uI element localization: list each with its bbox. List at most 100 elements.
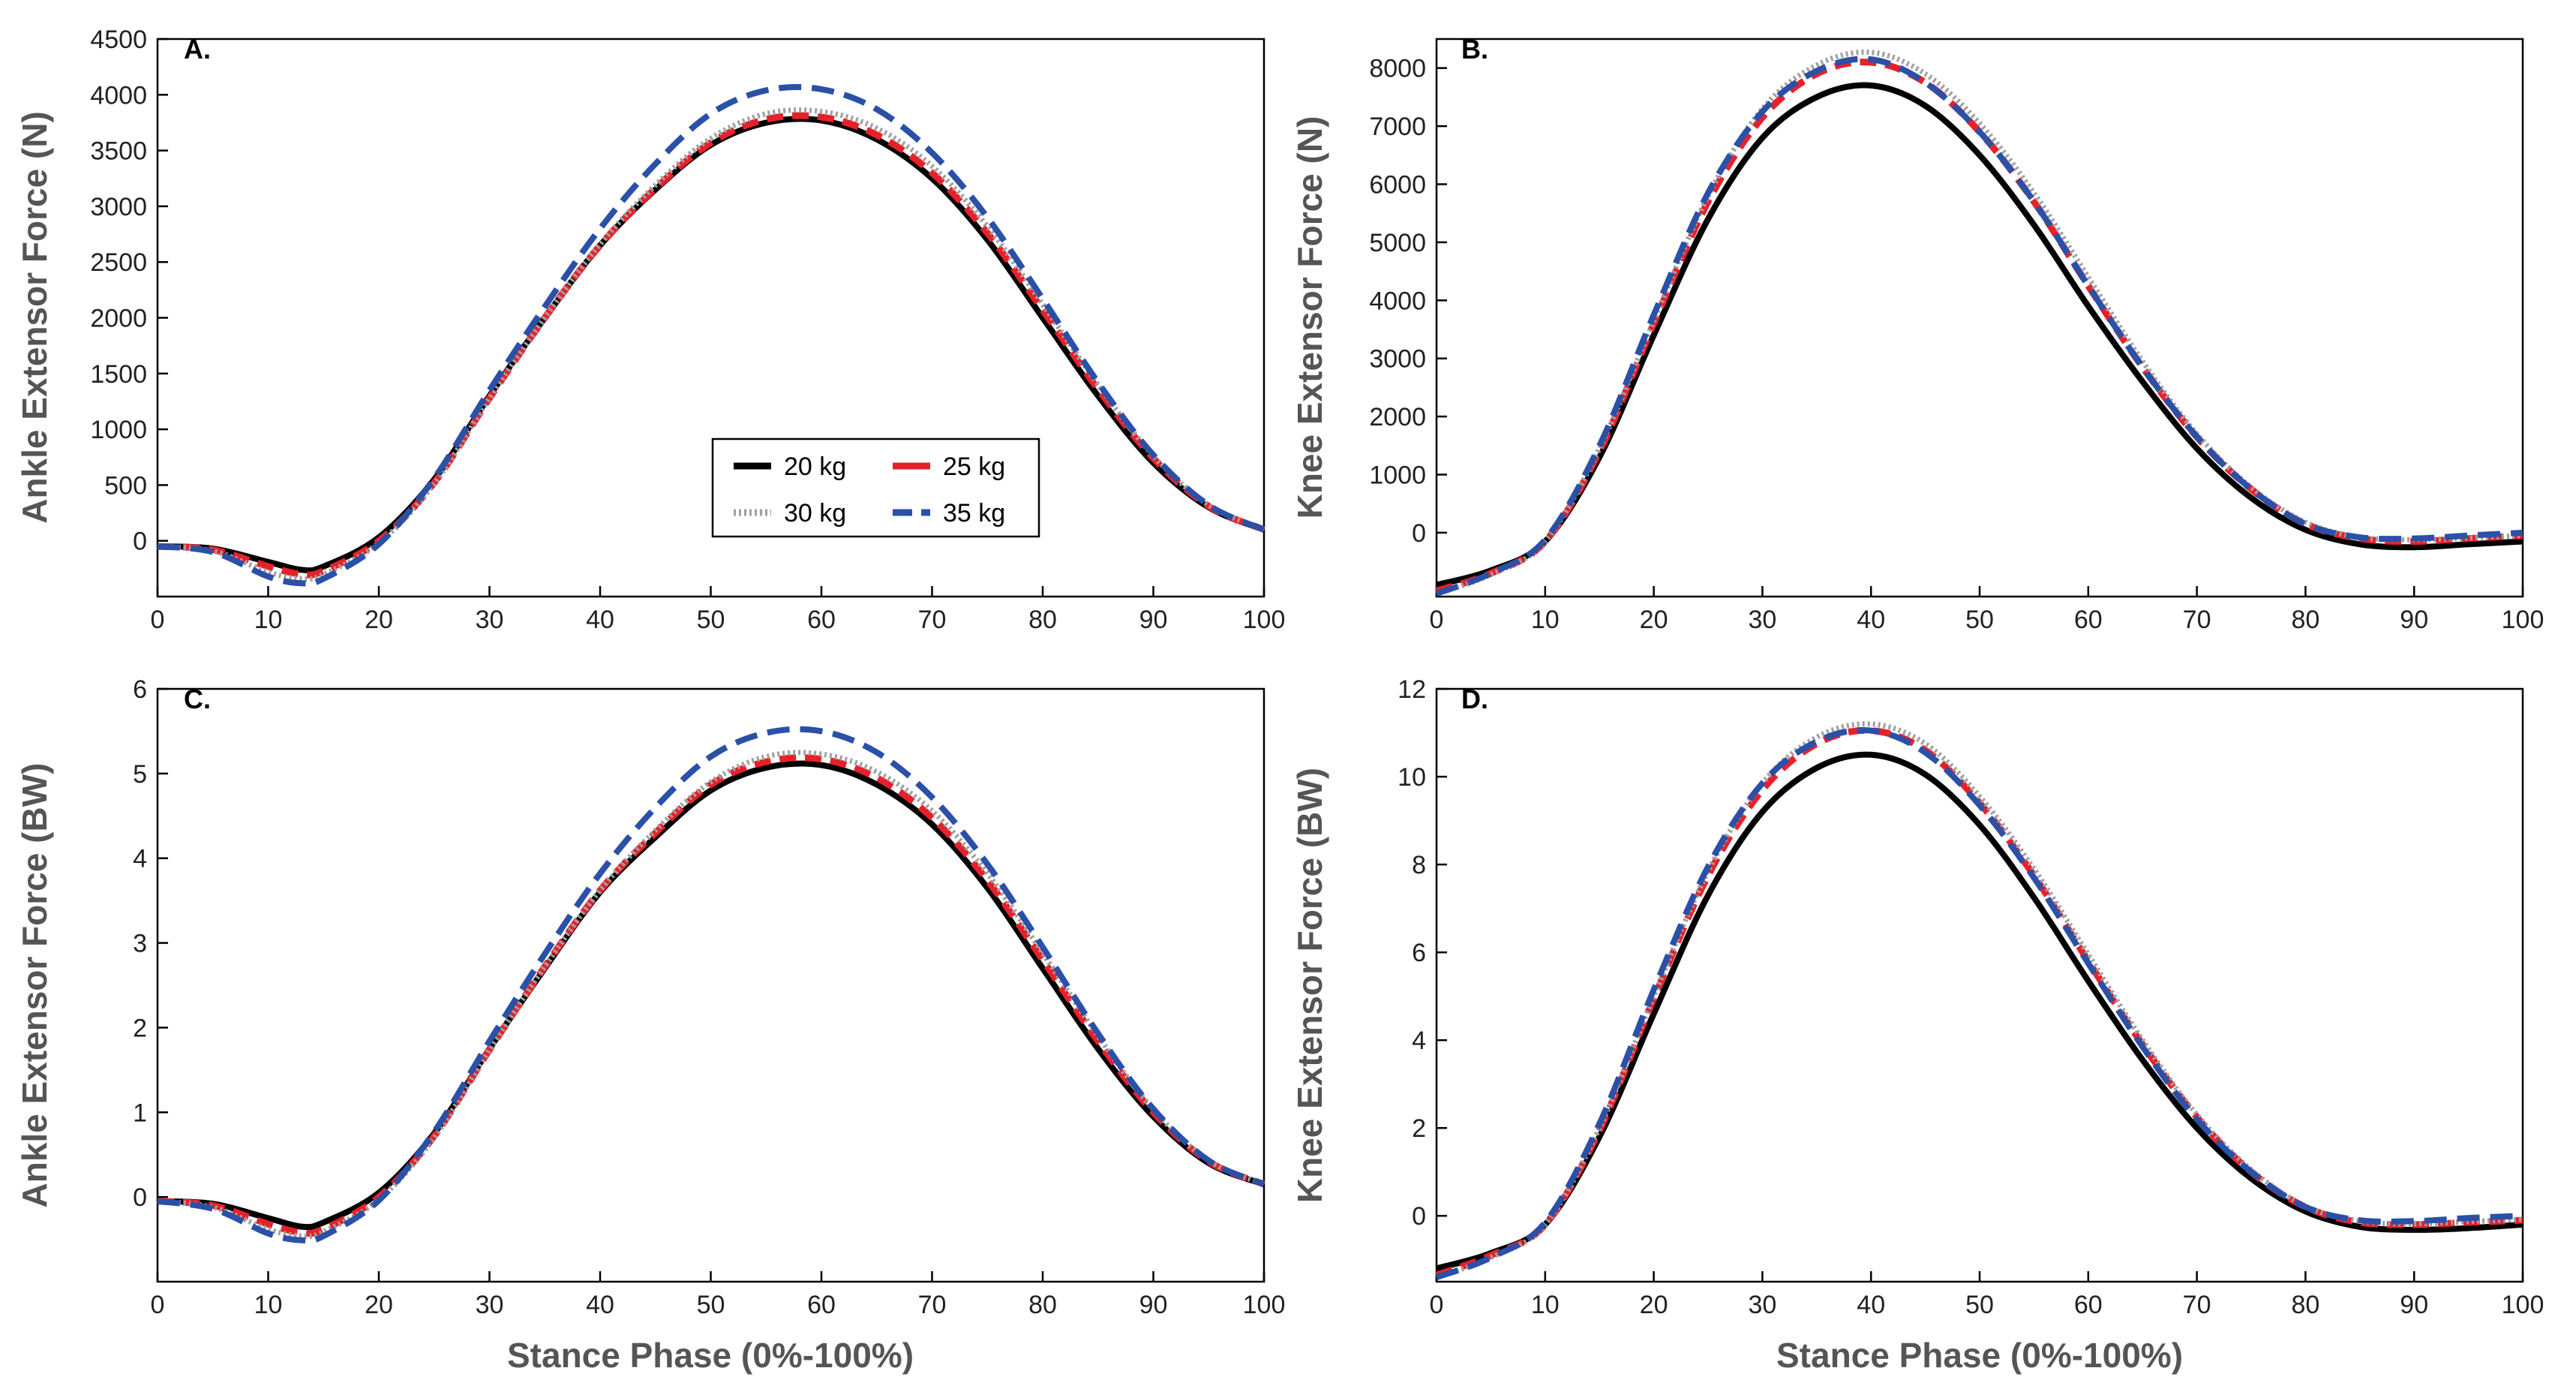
- series-line-30kg: [157, 750, 1265, 1240]
- y-tick-label: 8: [1412, 851, 1426, 879]
- y-tick-label: 3: [133, 930, 147, 958]
- x-tick-label: 80: [1028, 1291, 1057, 1319]
- y-tick-label: 1: [133, 1099, 147, 1127]
- x-tick-label: 80: [1028, 606, 1057, 634]
- x-tick-label: 100: [1243, 606, 1286, 634]
- x-tick-label: 0: [151, 606, 165, 634]
- legend-label-35kg: 35 kg: [943, 499, 1005, 528]
- y-tick-label: 10: [1398, 763, 1426, 792]
- y-tick-label: 2: [133, 1014, 147, 1042]
- x-tick-label: 50: [697, 1291, 725, 1319]
- x-ticks-a: 0 10 20 30 40 50 60 70 80 90 100: [151, 586, 1286, 634]
- y-ticks-a: 0 500 1000 1500 2000 2500 3000 3500 4000 4500: [90, 26, 168, 556]
- x-tick-label: 20: [1640, 1291, 1668, 1319]
- x-tick-label: 20: [365, 606, 393, 634]
- x-tick-label: 70: [2183, 1291, 2211, 1319]
- y-tick-label: 4000: [1369, 287, 1426, 315]
- y-tick-label: 7000: [1369, 113, 1426, 141]
- x-tick-label: 100: [2502, 606, 2544, 634]
- y-axis-label-a: Ankle Extensor Force (N): [15, 111, 54, 524]
- panel-a: A. Ankle Extensor Force (N) 0 10 20 30 40 50 6…: [15, 26, 1285, 634]
- x-ticks-d: 0 10 20 30 40 50 60 70 80 90 100: [1430, 1271, 2544, 1319]
- y-tick-label: 6000: [1369, 170, 1426, 199]
- x-tick-label: 10: [1531, 1291, 1560, 1319]
- legend-box: [711, 437, 1040, 538]
- x-tick-label: 70: [2183, 606, 2211, 634]
- x-axis-label-c: Stance Phase (0%-100%): [507, 1336, 914, 1375]
- y-tick-label: 500: [104, 471, 147, 500]
- x-tick-label: 90: [1139, 1291, 1168, 1319]
- legend-label-20kg: 20 kg: [784, 452, 846, 481]
- y-tick-label: 8000: [1369, 55, 1426, 83]
- x-tick-label: 90: [2400, 606, 2428, 634]
- x-tick-label: 10: [1531, 606, 1560, 634]
- y-tick-label: 4000: [90, 81, 147, 110]
- legend-label-30kg: 30 kg: [784, 499, 846, 528]
- x-tick-label: 30: [476, 606, 504, 634]
- y-axis-label-d: Knee Extensor Force (BW): [1290, 768, 1329, 1203]
- panel-label-c: C.: [184, 684, 211, 714]
- panel-d: D. Knee Extensor Force (BW) Stance Phase…: [1290, 675, 2544, 1375]
- series-lines-b: [1435, 49, 2523, 597]
- panel-c: C. Ankle Extensor Force (BW) Stance Phas…: [15, 675, 1285, 1375]
- series-line-35kg: [1435, 727, 2523, 1280]
- x-tick-label: 40: [586, 1291, 614, 1319]
- y-axis-label-c: Ankle Extensor Force (BW): [15, 763, 54, 1208]
- y-tick-label: 2000: [90, 305, 147, 333]
- y-tick-label: 12: [1398, 675, 1426, 704]
- x-tick-label: 90: [2400, 1291, 2428, 1319]
- x-tick-label: 70: [918, 1291, 947, 1319]
- y-ticks-c: 0 1 2 3 4 5 6: [133, 675, 168, 1212]
- y-tick-label: 2: [1412, 1114, 1426, 1143]
- x-tick-label: 90: [1139, 606, 1168, 634]
- y-tick-label: 4500: [90, 26, 147, 54]
- x-ticks-b: 0 10 20 30 40 50 60 70 80 90 100: [1430, 586, 2544, 634]
- y-tick-label: 4: [133, 845, 147, 873]
- x-tick-label: 0: [1430, 606, 1444, 634]
- x-axis-label-d: Stance Phase (0%-100%): [1776, 1336, 2183, 1375]
- y-ticks-b: 0 1000 2000 3000 4000 5000 6000 7000 8000: [1369, 55, 1447, 548]
- y-axis-label-b: Knee Extensor Force (N): [1290, 116, 1329, 519]
- series-line-35kg: [1435, 56, 2523, 597]
- x-tick-label: 50: [1965, 606, 1994, 634]
- y-tick-label: 3000: [1369, 345, 1426, 374]
- x-tick-label: 10: [254, 1291, 283, 1319]
- x-tick-label: 40: [1857, 606, 1885, 634]
- x-tick-label: 40: [1857, 1291, 1885, 1319]
- series-line-35kg: [157, 726, 1265, 1244]
- x-tick-label: 50: [1965, 1291, 1994, 1319]
- series-line-35kg: [157, 83, 1265, 587]
- x-tick-label: 30: [476, 1291, 504, 1319]
- series-lines-c: [157, 726, 1265, 1244]
- y-tick-label: 4: [1412, 1027, 1426, 1055]
- x-tick-label: 60: [2074, 606, 2103, 634]
- x-tick-label: 0: [1430, 1291, 1444, 1319]
- series-lines-d: [1435, 721, 2523, 1280]
- y-tick-label: 1000: [90, 416, 147, 444]
- y-tick-label: 0: [133, 1183, 147, 1212]
- y-tick-label: 0: [133, 528, 147, 556]
- panel-label-d: D.: [1461, 684, 1488, 714]
- series-line-20kg: [1435, 751, 2523, 1272]
- x-tick-label: 0: [151, 1291, 165, 1319]
- x-tick-label: 20: [365, 1291, 393, 1319]
- x-tick-label: 60: [807, 1291, 836, 1319]
- x-tick-label: 40: [586, 606, 614, 634]
- x-tick-label: 60: [2074, 1291, 2103, 1319]
- y-tick-label: 0: [1412, 1202, 1426, 1231]
- x-ticks-c: 0 10 20 30 40 50 60 70 80 90 100: [151, 1271, 1286, 1319]
- x-tick-label: 100: [2502, 1291, 2544, 1319]
- panel-label-a: A.: [184, 34, 211, 65]
- y-tick-label: 1000: [1369, 461, 1426, 489]
- x-tick-label: 70: [918, 606, 947, 634]
- panel-b: B. Knee Extensor Force (N) 0 10 20 30 40 50 60…: [1290, 34, 2544, 634]
- series-line-30kg: [1435, 49, 2523, 597]
- series-line-20kg: [157, 760, 1265, 1231]
- x-tick-label: 30: [1748, 1291, 1776, 1319]
- series-lines-a: [157, 83, 1265, 587]
- y-tick-label: 1500: [90, 360, 147, 389]
- panel-label-b: B.: [1461, 34, 1488, 65]
- x-tick-label: 100: [1243, 1291, 1286, 1319]
- series-line-25kg: [157, 112, 1265, 579]
